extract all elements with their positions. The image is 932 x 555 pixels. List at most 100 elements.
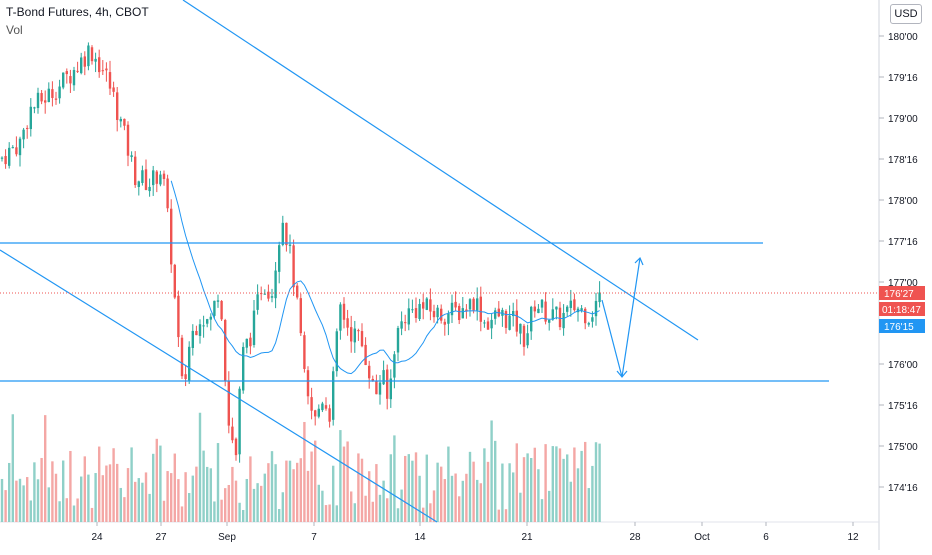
volume-bar — [346, 441, 349, 522]
volume-bar — [220, 499, 223, 522]
candle-body — [429, 299, 432, 312]
volume-bar — [512, 472, 515, 522]
volume-bar — [119, 487, 122, 522]
volume-bar — [490, 420, 493, 522]
candle-body — [242, 346, 245, 391]
volume-bar — [396, 508, 400, 522]
volume-bar — [548, 490, 551, 522]
ma-line — [170, 180, 600, 375]
candle-body — [450, 302, 454, 316]
volume-bar — [209, 468, 212, 522]
candle-body — [537, 308, 540, 314]
candle-body — [256, 294, 259, 310]
volume-bar — [47, 487, 50, 522]
volume-bar — [400, 489, 403, 522]
candle-body — [206, 319, 209, 324]
volume-bar — [454, 473, 457, 522]
volume-bar — [440, 466, 443, 522]
time-tick-label: Sep — [218, 532, 236, 543]
candle-body — [108, 72, 112, 89]
volume-bar — [447, 446, 450, 522]
candle-body — [306, 370, 310, 397]
volume-bar — [497, 509, 500, 522]
candle-body — [112, 87, 115, 92]
volume-bar — [519, 492, 522, 522]
candle-body — [123, 118, 126, 126]
candles — [0, 42, 601, 463]
volume-bar — [29, 500, 32, 522]
candle-body — [141, 170, 144, 183]
time-tick-label: 24 — [91, 532, 103, 543]
candle-body — [321, 403, 324, 411]
volume-bar — [386, 498, 389, 522]
volume-bar — [422, 507, 425, 522]
candle-body — [476, 298, 479, 311]
currency-button[interactable]: USD — [890, 4, 922, 24]
volume-bar — [465, 473, 468, 522]
volume-bar — [134, 481, 137, 522]
candle-body — [195, 330, 198, 336]
candle-body — [18, 138, 22, 156]
volume-bar — [191, 475, 194, 522]
volume-bar — [353, 503, 356, 522]
candle-body — [285, 222, 288, 246]
volume-bar — [378, 494, 382, 522]
candle-body — [584, 308, 587, 324]
candle-body — [144, 169, 148, 190]
candle-body — [407, 308, 410, 325]
volume-bar — [364, 495, 367, 522]
candle-body — [533, 306, 536, 312]
candle-body — [296, 285, 299, 298]
candle-body — [558, 307, 562, 328]
volume-bar — [256, 483, 259, 522]
candle-body — [216, 300, 220, 302]
volume-bar — [260, 485, 263, 522]
candle-body — [4, 156, 7, 165]
price-tick-label: 175'00 — [888, 442, 918, 453]
candle-body — [44, 100, 47, 103]
candle-body — [350, 327, 353, 342]
time-tick-label: 7 — [311, 532, 317, 543]
volume-bar — [44, 415, 47, 522]
last-price-label: 176'27 — [884, 289, 914, 300]
volume-bar — [72, 505, 76, 522]
candle-body — [573, 299, 576, 311]
candle-body — [400, 321, 403, 329]
candle-body — [83, 56, 86, 67]
volume-bar — [126, 468, 130, 522]
candle-body — [47, 88, 50, 103]
candle-body — [382, 370, 385, 385]
volume-bar — [152, 453, 155, 522]
candle-body — [72, 70, 76, 86]
volume-bar — [292, 469, 295, 522]
volume-bar — [479, 483, 482, 522]
volume-bar — [411, 460, 414, 522]
volume-bar — [393, 435, 396, 522]
volume-bar — [562, 458, 565, 522]
volume-bar — [468, 451, 472, 522]
volume-bar — [144, 472, 148, 522]
time-tick-label: Oct — [694, 532, 710, 543]
candle-body — [515, 310, 518, 332]
price-tick-label: 178'16 — [888, 155, 918, 166]
time-tick-label: 21 — [521, 532, 533, 543]
volume-bar — [306, 470, 310, 522]
ma-price-label: 176'15 — [884, 322, 914, 333]
candle-body — [522, 325, 526, 347]
volume-bar — [281, 492, 284, 522]
volume-bar — [76, 498, 79, 522]
time-tick-label: 12 — [847, 532, 859, 543]
candle-body — [249, 337, 252, 347]
candle-body — [69, 76, 72, 84]
volume-bar — [429, 503, 432, 522]
volume-bar — [314, 440, 317, 522]
candle-body — [483, 322, 486, 324]
candle-body — [234, 438, 238, 456]
candle-body — [155, 171, 158, 184]
volume-bar — [166, 471, 169, 522]
candle-body — [213, 300, 216, 316]
candle-body — [288, 244, 292, 246]
volume-bar — [483, 448, 486, 522]
volume-bar — [357, 453, 360, 522]
